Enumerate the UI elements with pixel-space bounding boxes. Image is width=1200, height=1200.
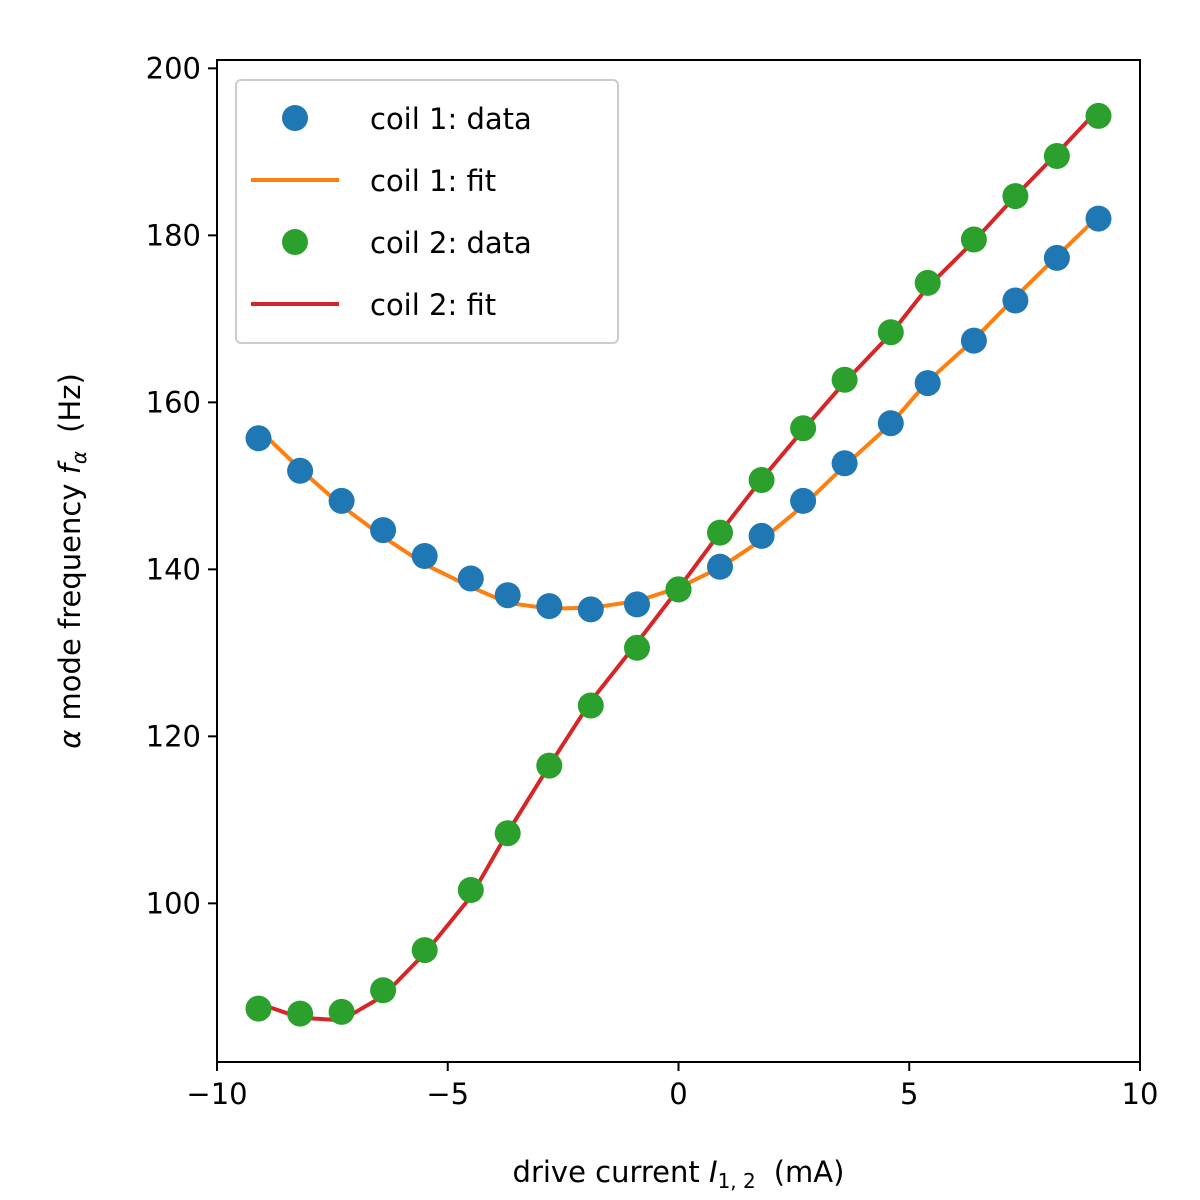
coil-1-data-point	[707, 553, 733, 580]
coil-2-data-point	[411, 937, 438, 964]
x-axis-label-var: I	[709, 1155, 718, 1189]
coil-1-data-point	[287, 457, 314, 484]
coil-2-data-point	[370, 977, 397, 1004]
coil-2-data-point	[790, 415, 817, 442]
coil-2-data-point	[577, 692, 604, 719]
coil-2-data-point	[328, 998, 355, 1025]
y-axis-label-greek: α	[53, 730, 87, 749]
axis-ticks: −10 −5 0 5 10 100 120 140 160 180 200	[146, 51, 1159, 1111]
x-tick-label: 0	[669, 1077, 687, 1111]
coil-1-data-point	[914, 370, 941, 397]
y-tick-label: 180	[146, 218, 201, 252]
x-axis-label-unit: (mA)	[774, 1155, 845, 1189]
y-axis-label: α mode frequency fα(Hz)	[53, 373, 91, 749]
coil-1-data-point	[790, 487, 817, 514]
coil-1-data-legend-marker	[282, 105, 308, 131]
legend-label: coil 2: data	[370, 226, 532, 260]
coil-1-data-point	[328, 487, 355, 514]
coil-2-data-point	[494, 820, 521, 847]
coil-1-data-point	[960, 327, 987, 354]
y-axis-label-text: mode frequency	[53, 474, 87, 729]
coil-1-data-point	[1002, 287, 1029, 314]
coil-1-data-point	[577, 596, 604, 623]
coil-2-data-point	[1002, 183, 1029, 210]
coil-1-data-point	[1043, 244, 1070, 271]
coil-2-data-point	[877, 319, 904, 346]
y-tick-label: 140	[146, 552, 201, 586]
plot-series	[245, 102, 1112, 1027]
y-tick-label: 160	[146, 385, 201, 419]
coil-2-data-point	[914, 269, 941, 296]
coil-2-data-point	[245, 995, 272, 1022]
coil-2-data-point	[536, 752, 563, 779]
x-axis-label: drive current I1, 2 (mA)	[513, 1155, 845, 1193]
legend: coil 1: data coil 1: fit coil 2: data coil …	[235, 79, 619, 344]
y-tick-label: 200	[146, 51, 201, 85]
coil-1-data-point	[370, 517, 397, 544]
coil-1-data-point	[624, 591, 650, 618]
coil-2-data-point	[665, 576, 692, 603]
coil-2-data-point	[624, 634, 650, 661]
legend-label: coil 1: fit	[370, 164, 496, 198]
legend-label: coil 1: data	[370, 102, 532, 136]
legend-box	[235, 79, 619, 344]
coil-2-data-point	[748, 467, 775, 493]
coil-2-data-point	[1043, 143, 1070, 169]
coil-2-data-point	[960, 226, 987, 253]
coil-1-data-point	[536, 593, 563, 620]
x-tick-label: −5	[426, 1077, 469, 1111]
y-axis-label-unit: (Hz)	[53, 373, 87, 433]
coil-1-data-point	[494, 582, 521, 609]
x-tick-label: 10	[1122, 1077, 1159, 1111]
coil-1-data-point	[245, 425, 272, 452]
x-axis-label-sub: 1, 2	[718, 1169, 756, 1193]
coil-1-data-point	[748, 522, 775, 549]
coil-2-data-point	[1085, 102, 1112, 129]
x-tick-label: 5	[900, 1077, 918, 1111]
coil-1-data-point	[877, 410, 904, 437]
coil-2-data-legend-marker	[282, 229, 308, 255]
coil-2-data-point	[707, 519, 733, 546]
coil-1-data-point	[411, 543, 438, 569]
coil-1-data-point	[831, 450, 858, 477]
legend-label: coil 2: fit	[370, 288, 496, 322]
y-axis-label-sub: α	[67, 451, 91, 464]
coil-2-data-point	[457, 877, 484, 903]
coil-2-data-point	[287, 1000, 314, 1027]
x-tick-label: −10	[186, 1077, 247, 1111]
x-axis-label-text: drive current	[513, 1155, 709, 1189]
y-tick-label: 120	[146, 719, 201, 753]
coil-1-data-point	[1085, 205, 1112, 232]
coil-2-data-point	[831, 366, 858, 393]
coil-1-data-point	[457, 565, 484, 592]
y-tick-label: 100	[146, 886, 201, 920]
